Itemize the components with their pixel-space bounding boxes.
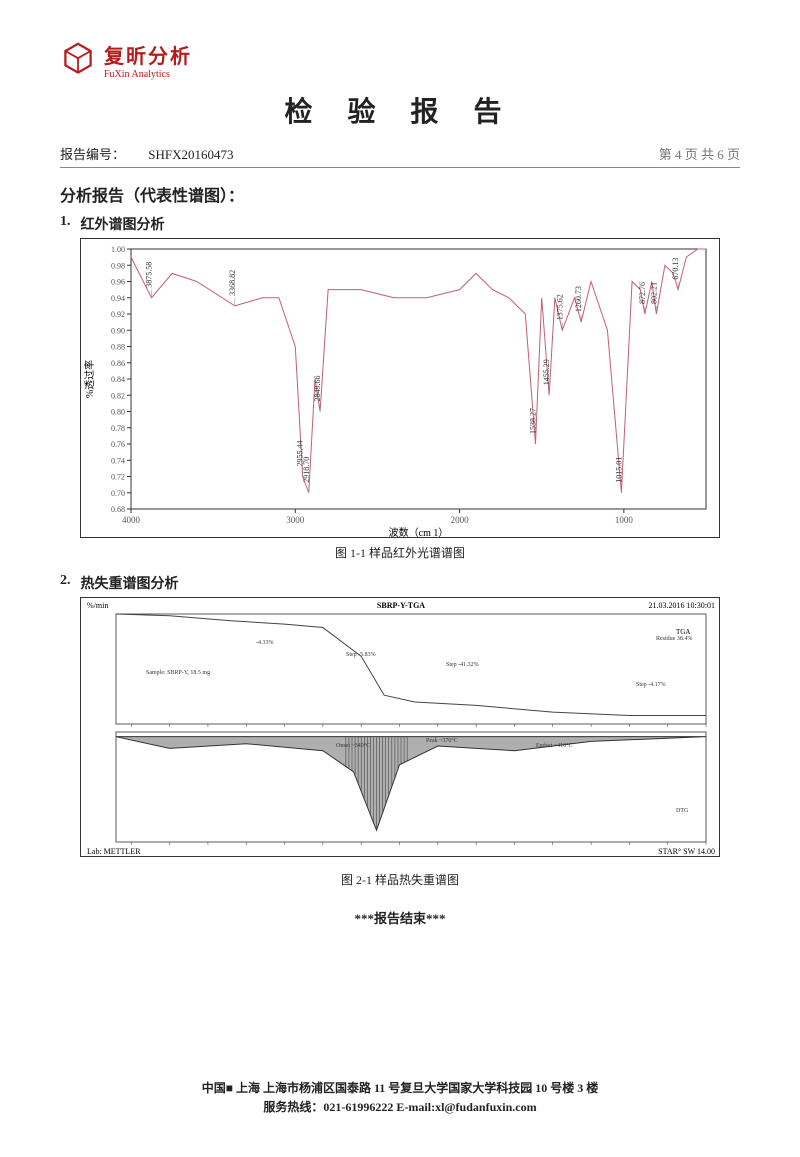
tga-chart: %/min SBRP-Y-TGA 21.03.2016 10:30:01 Lab: M… (80, 597, 720, 857)
figure-2-caption: 图 2-1 样品热失重谱图 (60, 871, 740, 888)
svg-text:DTG: DTG (676, 808, 689, 814)
report-no: 报告编号： SHFX20160473 (60, 144, 234, 163)
svg-text:0.78: 0.78 (111, 424, 125, 433)
svg-text:1000: 1000 (615, 515, 634, 525)
logo-block: 复昕分析 FuXin Analytics (60, 40, 740, 80)
svg-text:0.82: 0.82 (111, 391, 125, 400)
item-1-title: 红外谱图分析 (81, 214, 165, 234)
svg-text:0.94: 0.94 (111, 294, 125, 303)
svg-text:Step -41.32%: Step -41.32% (446, 662, 479, 668)
page-footer: 中国■ 上海 上海市杨浦区国泰路 11 号复旦大学国家大学科技园 10 号楼 3… (0, 1079, 800, 1117)
svg-text:3875.58: 3875.58 (145, 262, 154, 288)
svg-text:0.92: 0.92 (111, 310, 125, 319)
svg-text:Sample: SBRP-Y, 18.5 mg: Sample: SBRP-Y, 18.5 mg (146, 670, 210, 676)
item-2-heading: 2. 热失重谱图分析 (60, 573, 740, 593)
svg-text:Residue 38.4%: Residue 38.4% (656, 636, 692, 642)
svg-text:1538.27: 1538.27 (528, 408, 537, 434)
logo-en: FuXin Analytics (104, 69, 192, 80)
svg-text:Endset ~410°C: Endset ~410°C (536, 742, 572, 749)
figure-1-caption: 图 1-1 样品红外光谱谱图 (60, 544, 740, 561)
svg-text:%/min: %/min (87, 601, 108, 610)
ir-spectrum-chart: 1.00 0.98 0.96 0.94 0.92 0.90 0.88 0.86 0.84 0.82… (80, 238, 720, 538)
item-2-title: 热失重谱图分析 (81, 573, 179, 593)
svg-text:3000: 3000 (286, 515, 305, 525)
svg-text:802.21: 802.21 (649, 282, 658, 304)
svg-text:1260.73: 1260.73 (574, 286, 583, 312)
logo-cn: 复昕分析 (104, 40, 192, 69)
svg-text:Step -4.17%: Step -4.17% (636, 682, 666, 688)
svg-text:STAR° SW 14.00: STAR° SW 14.00 (658, 847, 715, 856)
hexagon-logo-icon (60, 42, 96, 78)
svg-text:2918.70: 2918.70 (302, 457, 311, 483)
svg-text:2849.66: 2849.66 (313, 376, 322, 402)
svg-text:波数（cm 1）: 波数（cm 1） (389, 526, 449, 539)
svg-text:Step -5.83%: Step -5.83% (346, 652, 376, 658)
svg-text:0.86: 0.86 (111, 359, 125, 368)
svg-text:Peak ~370°C: Peak ~370°C (426, 737, 458, 744)
svg-text:3368.82: 3368.82 (228, 270, 237, 296)
svg-text:872.76: 872.76 (638, 282, 647, 304)
item-1-num: 1. (60, 214, 71, 234)
svg-text:-4.33%: -4.33% (256, 640, 274, 646)
svg-text:0.70: 0.70 (111, 489, 125, 498)
svg-text:0.80: 0.80 (111, 408, 125, 417)
report-no-label: 报告编号： (60, 147, 125, 162)
footer-address: 中国■ 上海 上海市杨浦区国泰路 11 号复旦大学国家大学科技园 10 号楼 3… (0, 1079, 800, 1098)
report-no-value: SHFX20160473 (148, 147, 233, 162)
svg-text:%透过率: %透过率 (83, 360, 96, 398)
meta-row: 报告编号： SHFX20160473 第 4 页 共 6 页 (60, 144, 740, 168)
svg-text:0.98: 0.98 (111, 261, 125, 270)
item-1-heading: 1. 红外谱图分析 (60, 214, 740, 234)
logo-text: 复昕分析 FuXin Analytics (104, 40, 192, 80)
svg-text:4000: 4000 (122, 515, 141, 525)
svg-text:0.72: 0.72 (111, 473, 125, 482)
svg-text:1.00: 1.00 (111, 245, 125, 254)
svg-text:1015.01: 1015.01 (614, 457, 623, 483)
svg-text:Onset ~340°C: Onset ~340°C (336, 742, 370, 749)
svg-text:0.68: 0.68 (111, 505, 125, 514)
svg-text:SBRP-Y-TGA: SBRP-Y-TGA (377, 601, 425, 610)
svg-text:21.03.2016 10:30:01: 21.03.2016 10:30:01 (649, 601, 715, 610)
svg-text:2000: 2000 (451, 515, 470, 525)
svg-text:Lab: METTLER: Lab: METTLER (87, 847, 141, 856)
svg-text:0.90: 0.90 (111, 326, 125, 335)
svg-text:670.13: 670.13 (671, 258, 680, 280)
svg-text:0.88: 0.88 (111, 343, 125, 352)
page-title: 检 验 报 告 (60, 90, 740, 130)
ir-spectrum-svg: 1.00 0.98 0.96 0.94 0.92 0.90 0.88 0.86 0.84 0.82… (81, 239, 721, 539)
footer-contact: 服务热线：021-61996222 E-mail:xl@fudanfuxin.c… (0, 1098, 800, 1117)
svg-text:1455.29: 1455.29 (542, 359, 551, 385)
svg-text:0.84: 0.84 (111, 375, 125, 384)
item-2-num: 2. (60, 573, 71, 593)
page-counter: 第 4 页 共 6 页 (659, 144, 740, 163)
svg-text:1375.62: 1375.62 (555, 294, 564, 320)
svg-text:0.76: 0.76 (111, 440, 125, 449)
report-end: ***报告结束*** (60, 908, 740, 927)
svg-text:0.96: 0.96 (111, 278, 125, 287)
section-heading: 分析报告（代表性谱图）： (60, 182, 740, 206)
svg-text:0.74: 0.74 (111, 456, 125, 465)
tga-svg: %/min SBRP-Y-TGA 21.03.2016 10:30:01 Lab: M… (81, 598, 721, 858)
svg-text:TGA: TGA (676, 628, 690, 636)
